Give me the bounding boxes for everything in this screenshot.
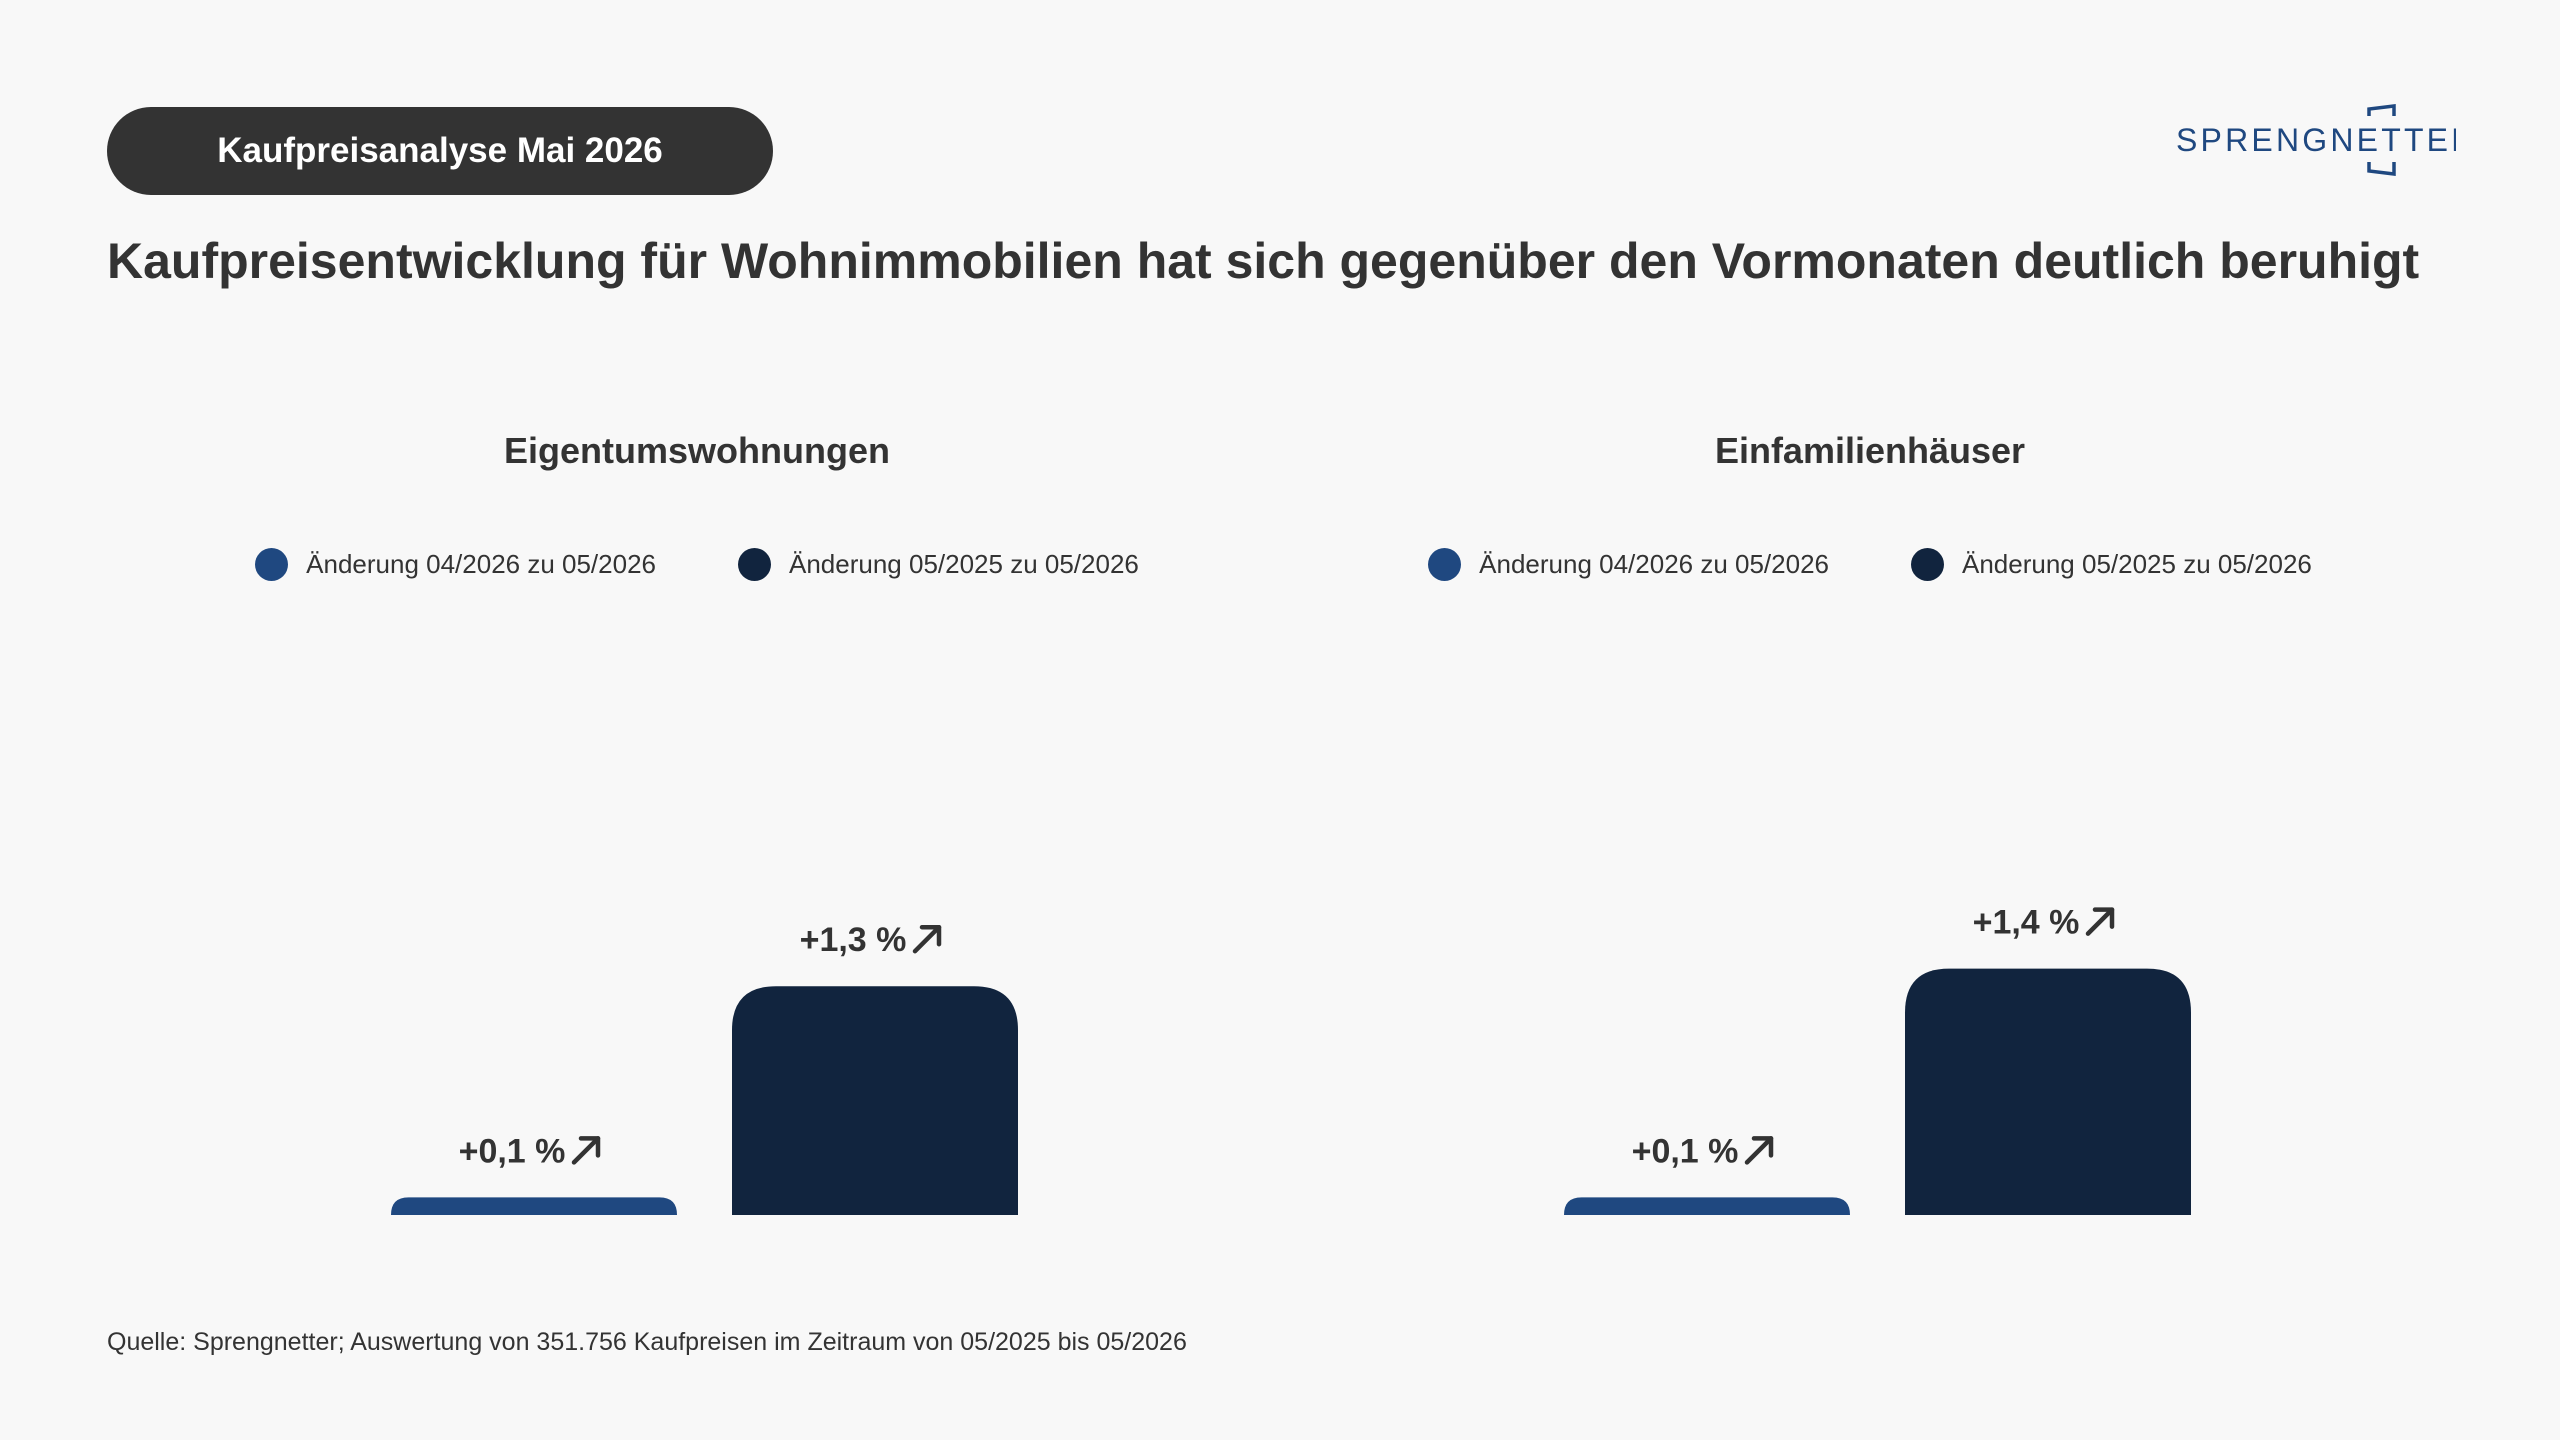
chart-svg-eigentumswohnungen: +0,1 % +1,3 % xyxy=(391,921,1018,1215)
chart-legend: Änderung 04/2026 zu 05/2026 Änderung 05/… xyxy=(107,548,1287,581)
arrow-head xyxy=(2092,907,2115,929)
chart-panel-einfamilienhaeuser: +0,1 % +1,4 % Einfamilienhäuser Änderung … xyxy=(1280,430,2460,1230)
chart-svg-einfamilienhaeuser: +0,1 % +1,4 % xyxy=(1564,904,2191,1215)
data-label: +1,3 % xyxy=(800,921,907,959)
arrow-up-right-icon xyxy=(2085,907,2115,936)
bar-monthly xyxy=(391,1197,677,1215)
chart-title: Einfamilienhäuser xyxy=(1714,430,2026,471)
legend-swatch-yearly xyxy=(738,548,771,581)
chart-panel-eigentumswohnungen: +0,1 % +1,3 % Eigentumswohnungen Änderung… xyxy=(107,430,1287,1230)
logo-wordmark: SPRENGNETTER xyxy=(2176,122,2456,158)
legend-swatch-monthly xyxy=(255,548,289,581)
legend-label-yearly: Änderung 05/2025 zu 05/2026 xyxy=(1962,549,2312,579)
bar-yearly xyxy=(1905,968,2191,1215)
arrow-head xyxy=(1751,1136,1774,1158)
sprengnetter-logo: SPRENGNETTER xyxy=(2176,104,2456,176)
legend-label-yearly: Änderung 05/2025 zu 05/2026 xyxy=(789,549,1139,579)
arrow-shaft xyxy=(1744,1136,1774,1165)
logo-bracket-bottom xyxy=(2367,162,2396,176)
chart-legend: Änderung 04/2026 zu 05/2026 Änderung 05/… xyxy=(1280,548,2460,581)
report-badge: Kaufpreisanalyse Mai 2026 xyxy=(107,107,773,195)
bar-yearly xyxy=(732,986,1018,1215)
arrow-shaft xyxy=(2085,907,2115,936)
arrow-shaft xyxy=(571,1136,601,1165)
legend-item-monthly: Änderung 04/2026 zu 05/2026 xyxy=(255,548,656,581)
arrow-up-right-icon xyxy=(571,1136,601,1165)
legend-swatch-yearly xyxy=(1911,548,1944,581)
source-note: Quelle: Sprengnetter; Auswertung von 351… xyxy=(107,1328,1187,1356)
chart-title: Eigentumswohnungen xyxy=(504,430,890,471)
legend-label-monthly: Änderung 04/2026 zu 05/2026 xyxy=(1479,549,1829,579)
page-headline: Kaufpreisentwicklung für Wohnimmobilien … xyxy=(107,233,2420,289)
legend-swatch-monthly xyxy=(1428,548,1462,581)
arrow-up-right-icon xyxy=(912,924,942,954)
data-label: +1,4 % xyxy=(1973,904,2080,942)
data-label: +0,1 % xyxy=(1632,1132,1739,1170)
arrow-up-right-icon xyxy=(1744,1136,1774,1165)
legend-item-yearly: Änderung 05/2025 zu 05/2026 xyxy=(1911,548,2312,581)
legend-label-monthly: Änderung 04/2026 zu 05/2026 xyxy=(306,549,656,579)
arrow-head xyxy=(578,1136,601,1158)
arrow-head xyxy=(919,924,942,947)
arrow-shaft xyxy=(912,924,942,954)
logo-bracket-top xyxy=(2367,104,2396,116)
bar-monthly xyxy=(1564,1197,1850,1215)
report-badge-label: Kaufpreisanalyse Mai 2026 xyxy=(217,131,663,170)
data-label: +0,1 % xyxy=(459,1132,566,1170)
legend-item-monthly: Änderung 04/2026 zu 05/2026 xyxy=(1428,548,1829,581)
legend-item-yearly: Änderung 05/2025 zu 05/2026 xyxy=(738,548,1139,581)
